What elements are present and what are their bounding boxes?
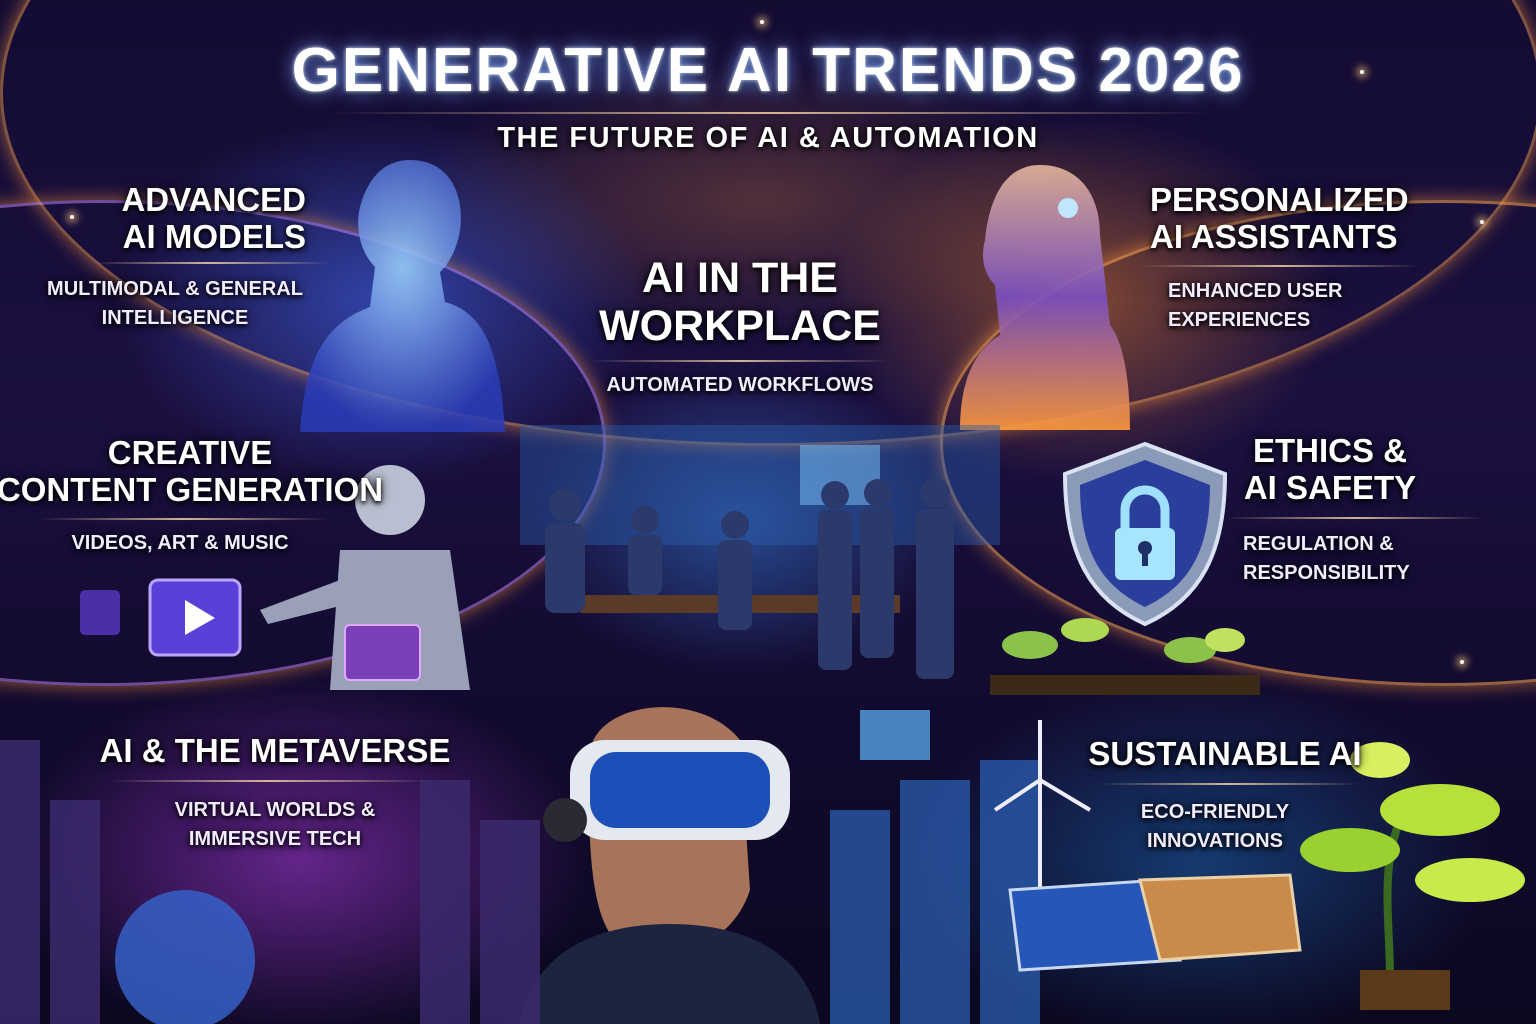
holographic-woman-icon	[300, 160, 505, 432]
robot-play-icon	[80, 465, 470, 690]
section-title-ai-metaverse: AI & THE METAVERSE	[99, 732, 451, 769]
subtitle-line: ENHANCED USER	[1168, 280, 1343, 302]
sparkle-icon	[760, 20, 764, 24]
title-line: AI IN THE	[642, 254, 838, 302]
section-divider	[1140, 265, 1420, 267]
sparkle-icon	[70, 215, 74, 219]
poster-subtitle: THE FUTURE OF AI & AUTOMATION	[497, 122, 1039, 154]
subtitle-line: ECO-FRIENDLY	[1140, 801, 1290, 823]
section-title-ethics-ai-safety: ETHICS & AI SAFETY	[1220, 432, 1440, 507]
subtitle-line: MULTIMODAL & GENERAL	[47, 278, 303, 300]
title-line: CONTENT GENERATION	[0, 470, 384, 508]
section-divider	[110, 780, 430, 782]
sparkle-icon	[1460, 660, 1464, 664]
sparkle-icon	[1360, 70, 1364, 74]
section-subtitle-advanced-ai-models: MULTIMODAL & GENERAL INTELLIGENCE	[10, 275, 340, 333]
section-subtitle-ai-metaverse: VIRTUAL WORLDS & IMMERSIVE TECH	[100, 796, 450, 854]
section-title-personalized-ai-assistants: PERSONALIZED AI ASSISTANTS	[1150, 181, 1490, 256]
title-divider	[330, 112, 1210, 114]
section-title-sustainable-ai: SUSTAINABLE AI	[1088, 735, 1362, 772]
section-subtitle-ai-in-the-workplace: AUTOMATED WORKFLOWS	[606, 374, 874, 396]
shield-lock-icon	[1062, 441, 1228, 627]
section-divider	[1225, 517, 1485, 519]
section-divider	[90, 262, 330, 264]
title-line: PERSONALIZED	[1150, 181, 1409, 218]
section-divider	[1100, 783, 1360, 785]
section-divider	[40, 518, 330, 520]
vr-headset-icon	[520, 707, 820, 1024]
poster-title: GENERATIVE AI TRENDS 2026	[291, 36, 1245, 105]
assistant-woman-icon	[960, 165, 1130, 430]
title-line: CREATIVE	[107, 434, 273, 471]
section-title-ai-in-the-workplace: AI IN THE WORKPLACE	[540, 254, 940, 350]
subtitle-line: INNOVATIONS	[1147, 830, 1283, 852]
cityscape-icon	[0, 740, 540, 1024]
section-subtitle-personalized-ai-assistants: ENHANCED USER EXPERIENCES	[1168, 277, 1468, 335]
title-line: ADVANCED	[121, 181, 306, 218]
subtitle-line: INTELLIGENCE	[101, 307, 249, 329]
subtitle-line: VIRTUAL WORLDS &	[174, 799, 376, 821]
section-subtitle-ethics-ai-safety: REGULATION & RESPONSIBILITY	[1243, 530, 1503, 588]
subtitle-line: EXPERIENCES	[1168, 309, 1311, 331]
section-divider	[590, 360, 890, 362]
plant-icon	[990, 618, 1260, 695]
title-line: AI ASSISTANTS	[1150, 217, 1398, 255]
title-line: WORKPLACE	[599, 302, 881, 351]
sparkle-icon	[1480, 220, 1484, 224]
section-title-creative-content-generation: CREATIVE CONTENT GENERATION	[0, 434, 390, 509]
title-line: AI MODELS	[122, 217, 306, 255]
subtitle-line: REGULATION &	[1243, 533, 1394, 555]
section-subtitle-creative-content-generation: VIDEOS, ART & MUSIC	[71, 532, 289, 554]
subtitle-line: RESPONSIBILITY	[1243, 562, 1410, 584]
subtitle-line: IMMERSIVE TECH	[188, 828, 362, 850]
section-subtitle-sustainable-ai: ECO-FRIENDLY INNOVATIONS	[1090, 798, 1340, 856]
title-line: ETHICS &	[1252, 432, 1407, 469]
office-team-icon	[520, 425, 1000, 679]
title-line: AI SAFETY	[1243, 468, 1417, 506]
wind-solar-plant-icon	[830, 710, 1525, 1024]
section-title-advanced-ai-models: ADVANCED AI MODELS	[0, 181, 306, 256]
